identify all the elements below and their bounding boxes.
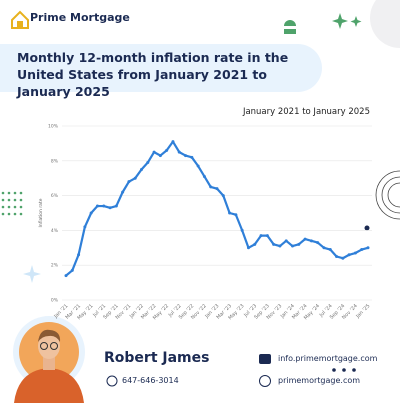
data-point	[184, 154, 188, 158]
data-point	[152, 150, 156, 154]
data-point	[278, 244, 282, 248]
data-point	[335, 255, 339, 258]
data-point	[272, 242, 276, 246]
data-point	[165, 148, 169, 152]
data-point	[297, 242, 301, 246]
data-point	[366, 246, 370, 250]
data-point	[158, 154, 162, 158]
data-point	[328, 248, 332, 252]
data-point	[140, 168, 143, 171]
contact-email: info.primemortgage.com	[278, 354, 378, 363]
chart: January 2021 to January 2025 Inflation r…	[38, 107, 372, 321]
data-point	[360, 248, 364, 252]
data-point	[127, 180, 131, 184]
data-point	[215, 187, 219, 191]
brand: Prime Mortgage	[30, 11, 130, 24]
data-point	[341, 256, 345, 260]
data-point	[70, 268, 74, 272]
contact-phone: 647-646-3014	[122, 376, 179, 385]
y-tick-label: 10%	[48, 124, 59, 130]
data-point	[228, 211, 232, 215]
data-point	[246, 246, 250, 250]
data-point	[353, 251, 357, 255]
data-point	[265, 234, 269, 238]
data-point	[146, 161, 150, 165]
data-point	[240, 228, 244, 232]
data-point	[309, 239, 313, 243]
data-point	[102, 204, 106, 208]
data-point	[83, 225, 87, 229]
data-point	[322, 246, 326, 250]
data-point	[77, 253, 81, 257]
data-point	[133, 176, 137, 180]
contact-name: Robert James	[104, 350, 210, 366]
data-point	[196, 164, 200, 168]
data-point	[190, 155, 194, 159]
title-band	[0, 44, 322, 92]
data-point	[108, 206, 112, 210]
data-point	[202, 174, 206, 178]
data-point	[171, 140, 175, 144]
data-point	[209, 185, 213, 189]
data-point	[284, 239, 288, 243]
y-tick-label: 2%	[51, 263, 59, 269]
y-tick-label: 4%	[51, 228, 59, 234]
data-point	[347, 253, 351, 257]
contact-website: primemortgage.com	[278, 376, 361, 385]
data-point	[234, 213, 238, 217]
data-point	[95, 204, 99, 208]
y-tick-label: 6%	[51, 193, 59, 199]
data-point	[64, 274, 68, 278]
y-axis-label: Inflation rate	[38, 198, 44, 227]
data-point	[121, 190, 125, 194]
y-tick-label: 0%	[51, 298, 59, 304]
chart-subtitle: January 2021 to January 2025	[242, 107, 370, 117]
y-tick-label: 8%	[51, 158, 59, 164]
chart-title: Monthly 12-month inflation rate in the U…	[17, 50, 289, 99]
data-line	[65, 140, 369, 277]
data-point	[316, 241, 320, 245]
data-point	[89, 211, 93, 215]
data-point	[114, 204, 118, 208]
data-point	[259, 234, 263, 238]
data-point	[253, 242, 257, 246]
data-point	[221, 194, 225, 198]
data-point	[291, 244, 294, 248]
data-point	[177, 150, 181, 154]
data-point	[303, 237, 307, 241]
